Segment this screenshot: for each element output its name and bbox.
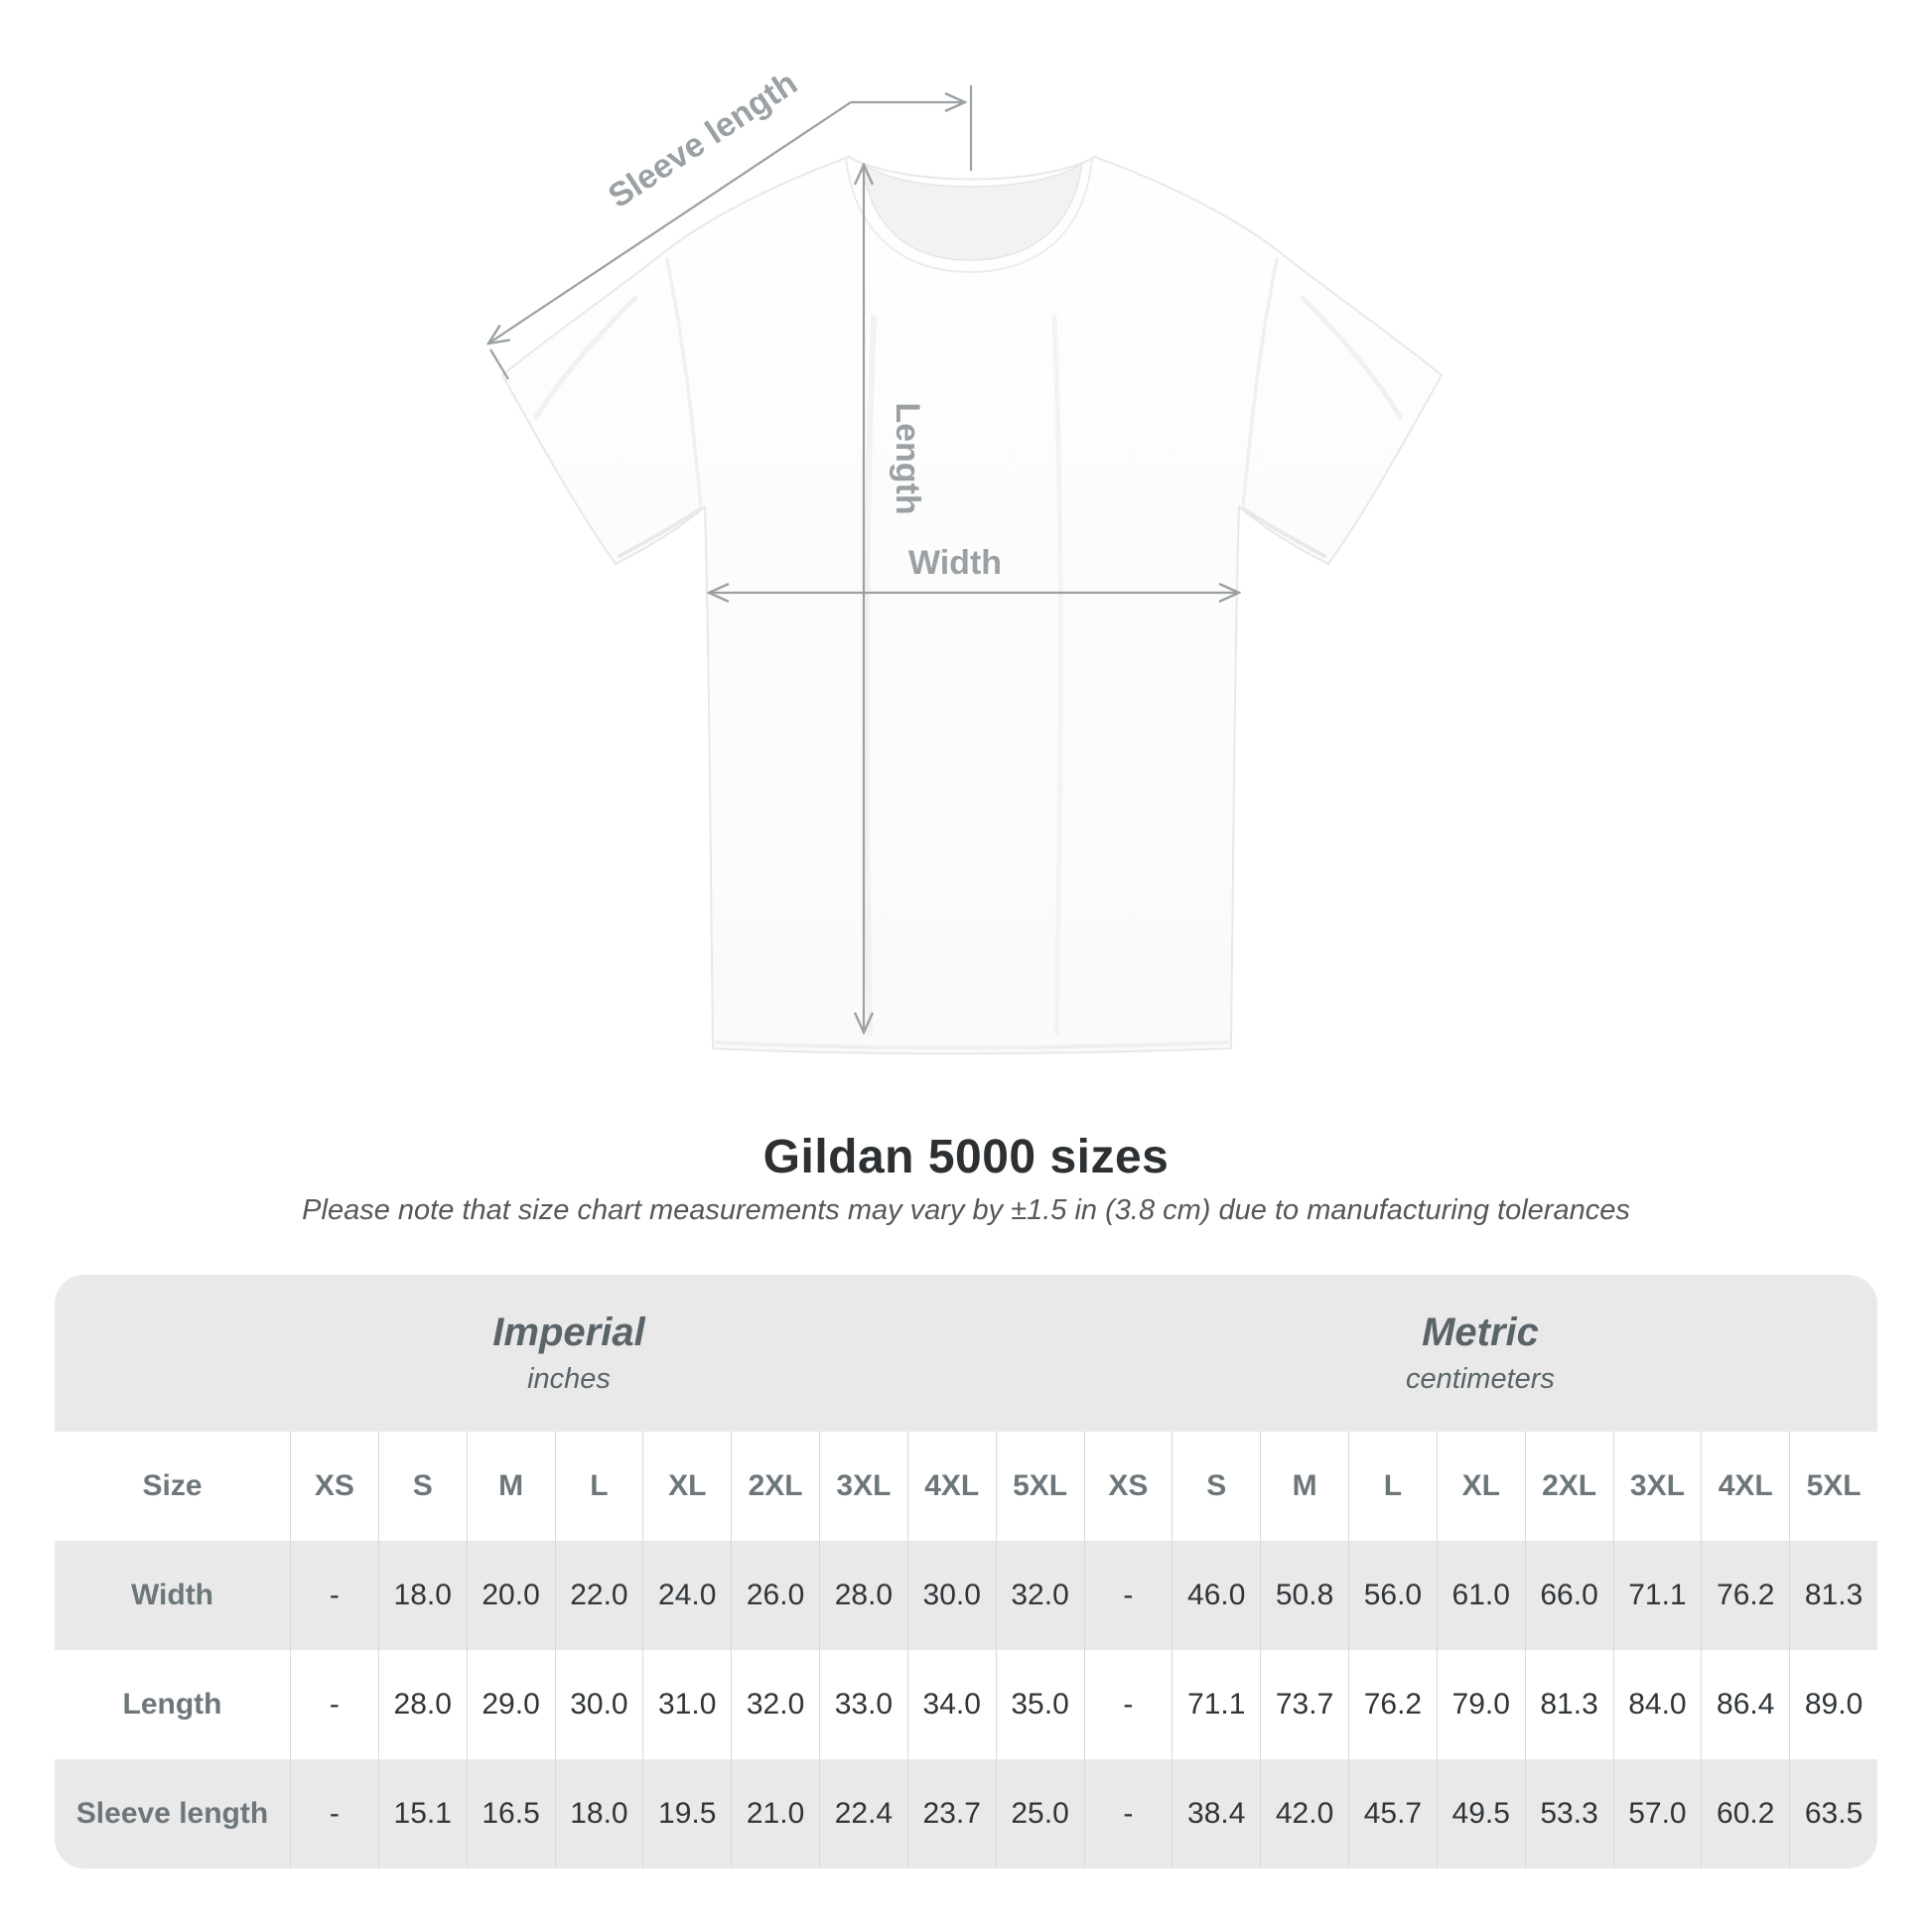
width-imperial-xs: - — [290, 1541, 378, 1650]
size-header-metric-xl: XL — [1436, 1432, 1525, 1541]
length-metric-3xl: 84.0 — [1612, 1650, 1702, 1759]
size-header-imperial-2xl: 2XL — [731, 1432, 819, 1541]
length-metric-xs: - — [1083, 1650, 1173, 1759]
length-imperial-m: 29.0 — [466, 1650, 555, 1759]
sleeve-length-arrow-line — [488, 101, 852, 344]
size-header-imperial-xs: XS — [290, 1432, 378, 1541]
sleeve-length-imperial-4xl: 23.7 — [906, 1759, 996, 1868]
width-metric-l: 56.0 — [1348, 1541, 1437, 1650]
size-table: Imperial inches Metric centimeters Size X… — [55, 1275, 1877, 1868]
metric-group-header: Metric centimeters — [1083, 1275, 1877, 1432]
width-imperial-5xl: 32.0 — [995, 1541, 1084, 1650]
sleeve-length-metric-s: 38.4 — [1172, 1759, 1260, 1868]
width-imperial-4xl: 30.0 — [906, 1541, 996, 1650]
size-header-metric-s: S — [1172, 1432, 1260, 1541]
sleeve-length-metric-4xl: 60.2 — [1701, 1759, 1789, 1868]
sleeve-length-metric-m: 42.0 — [1260, 1759, 1348, 1868]
size-header-metric-m: M — [1260, 1432, 1348, 1541]
size-header-metric-2xl: 2XL — [1524, 1432, 1613, 1541]
length-imperial-5xl: 35.0 — [995, 1650, 1084, 1759]
size-header-metric-l: L — [1348, 1432, 1437, 1541]
size-header-imperial-s: S — [377, 1432, 467, 1541]
sleeve-length-metric-3xl: 57.0 — [1612, 1759, 1702, 1868]
length-metric-4xl: 86.4 — [1701, 1650, 1789, 1759]
sleeve-length-metric-l: 45.7 — [1348, 1759, 1437, 1868]
size-header-imperial-m: M — [466, 1432, 555, 1541]
row-sleeve-length: Sleeve length -15.1 16.5 18.0 19.5 21.0 22.4 23… — [55, 1759, 1877, 1868]
length-metric-s: 71.1 — [1172, 1650, 1260, 1759]
tshirt-measurement-diagram: Sleeve length Length Width — [0, 64, 1443, 1055]
length-imperial-s: 28.0 — [377, 1650, 467, 1759]
width-metric-2xl: 66.0 — [1524, 1541, 1613, 1650]
length-imperial-xl: 31.0 — [642, 1650, 731, 1759]
length-imperial-2xl: 32.0 — [731, 1650, 819, 1759]
sleeve-length-metric-2xl: 53.3 — [1524, 1759, 1613, 1868]
sleeve-length-imperial-xl: 19.5 — [642, 1759, 731, 1868]
size-column-header: Size — [142, 1469, 203, 1502]
metric-group-unit: centimeters — [1406, 1363, 1555, 1395]
row-label-length: Length — [122, 1688, 222, 1721]
row-width: Width -18.0 20.0 22.0 24.0 26.0 28.0 30.0 32.0-4… — [55, 1541, 1877, 1650]
length-imperial-4xl: 34.0 — [906, 1650, 996, 1759]
width-imperial-l: 22.0 — [554, 1541, 643, 1650]
sleeve-length-metric-5xl: 63.5 — [1789, 1759, 1877, 1868]
size-header-imperial-5xl: 5XL — [995, 1432, 1084, 1541]
width-imperial-2xl: 26.0 — [731, 1541, 819, 1650]
imperial-group-unit: inches — [527, 1363, 611, 1395]
sleeve-length-imperial-s: 15.1 — [377, 1759, 467, 1868]
length-metric-2xl: 81.3 — [1524, 1650, 1613, 1759]
width-metric-5xl: 81.3 — [1789, 1541, 1877, 1650]
sleeve-end-tick — [489, 348, 509, 380]
length-metric-5xl: 89.0 — [1789, 1650, 1877, 1759]
size-grid: Size XS S M L XL 2XL 3XL 4XL 5XL XS S M L XL 2XL 3XL 4XL 5… — [55, 1432, 1877, 1868]
sleeve-length-metric-xs: - — [1083, 1759, 1173, 1868]
size-header-row: Size XS S M L XL 2XL 3XL 4XL 5XL XS S M L XL 2XL 3XL 4XL 5… — [55, 1432, 1877, 1541]
width-metric-s: 46.0 — [1172, 1541, 1260, 1650]
length-imperial-l: 30.0 — [554, 1650, 643, 1759]
size-header-imperial-3xl: 3XL — [819, 1432, 907, 1541]
imperial-group-header: Imperial inches — [55, 1275, 1083, 1432]
sleeve-length-metric-xl: 49.5 — [1436, 1759, 1525, 1868]
width-metric-3xl: 71.1 — [1612, 1541, 1702, 1650]
width-metric-m: 50.8 — [1260, 1541, 1348, 1650]
tshirt-graphic — [501, 156, 1443, 1055]
sleeve-length-imperial-m: 16.5 — [466, 1759, 555, 1868]
units-header-band: Imperial inches Metric centimeters — [55, 1275, 1877, 1432]
length-metric-m: 73.7 — [1260, 1650, 1348, 1759]
size-header-metric-4xl: 4XL — [1701, 1432, 1789, 1541]
width-metric-4xl: 76.2 — [1701, 1541, 1789, 1650]
width-imperial-m: 20.0 — [466, 1541, 555, 1650]
width-metric-xl: 61.0 — [1436, 1541, 1525, 1650]
width-imperial-3xl: 28.0 — [819, 1541, 907, 1650]
width-imperial-s: 18.0 — [377, 1541, 467, 1650]
metric-group-title: Metric — [1422, 1311, 1539, 1354]
sleeve-length-imperial-5xl: 25.0 — [995, 1759, 1084, 1868]
imperial-group-title: Imperial — [492, 1311, 645, 1354]
page-title: Gildan 5000 sizes — [762, 1131, 1170, 1183]
size-header-imperial-xl: XL — [642, 1432, 731, 1541]
length-metric-xl: 79.0 — [1436, 1650, 1525, 1759]
size-header-imperial-4xl: 4XL — [906, 1432, 996, 1541]
sleeve-length-imperial-xs: - — [290, 1759, 378, 1868]
width-imperial-xl: 24.0 — [642, 1541, 731, 1650]
length-imperial-3xl: 33.0 — [819, 1650, 907, 1759]
width-metric-xs: - — [1083, 1541, 1173, 1650]
size-header-metric-xs: XS — [1083, 1432, 1173, 1541]
size-header-metric-5xl: 5XL — [1789, 1432, 1877, 1541]
length-imperial-xs: - — [290, 1650, 378, 1759]
size-header-imperial-l: L — [554, 1432, 643, 1541]
tolerance-note: Please note that size chart measurements… — [302, 1194, 1630, 1226]
sleeve-length-imperial-l: 18.0 — [554, 1759, 643, 1868]
row-label-width: Width — [130, 1579, 214, 1611]
sleeve-length-imperial-3xl: 22.4 — [819, 1759, 907, 1868]
length-label: Length — [889, 402, 926, 514]
sleeve-length-imperial-2xl: 21.0 — [731, 1759, 819, 1868]
width-label: Width — [908, 544, 1002, 582]
length-metric-l: 76.2 — [1348, 1650, 1437, 1759]
size-header-metric-3xl: 3XL — [1612, 1432, 1702, 1541]
row-label-sleeve-length: Sleeve length — [75, 1797, 269, 1830]
row-length: Length -28.0 29.0 30.0 31.0 32.0 33.0 34.0 35.0-… — [55, 1650, 1877, 1759]
